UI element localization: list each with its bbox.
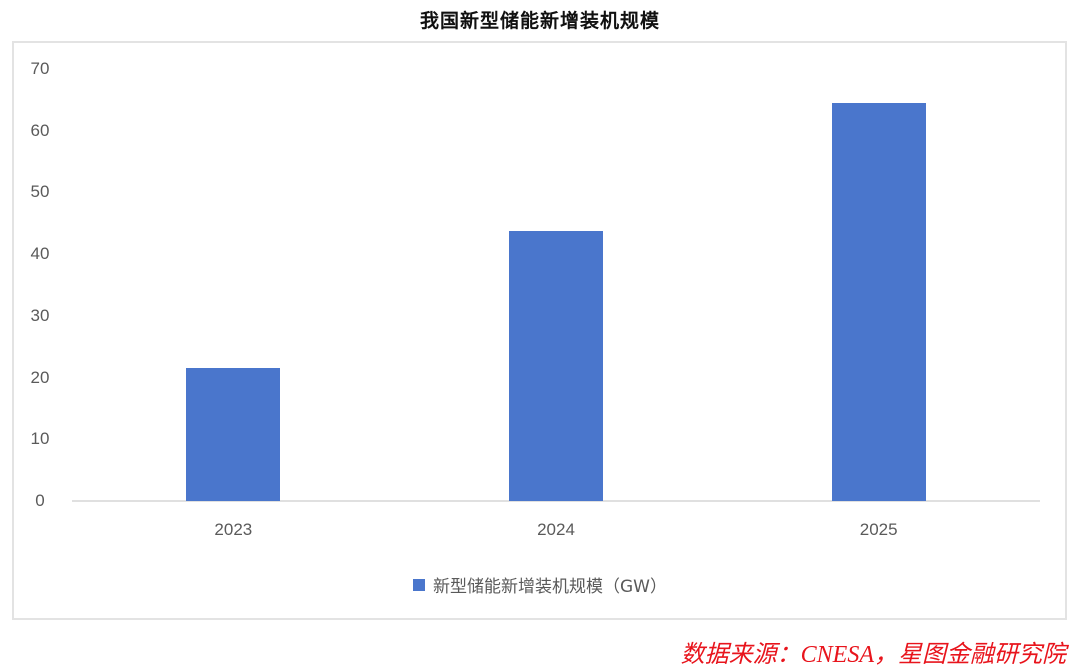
legend-swatch	[413, 578, 425, 591]
x-tick-label: 2025	[859, 520, 898, 539]
y-tick-label: 70	[30, 59, 50, 78]
bar-2025	[831, 102, 926, 501]
bar-2024	[509, 231, 603, 501]
x-tick-label: 2024	[537, 520, 575, 539]
source-note: 数据来源：CNESA，星图金融研究院	[680, 642, 1066, 668]
x-tick-label: 2023	[214, 520, 253, 539]
y-tick-label: 40	[30, 244, 50, 264]
chart-title: 我国新型储能新增装机规模	[419, 10, 660, 32]
y-tick-label: 30	[30, 305, 50, 325]
y-tick-label: 60	[30, 120, 50, 140]
y-tick-label: 50	[30, 182, 50, 202]
legend: 新型储能新增装机规模（GW）	[0, 572, 1080, 597]
y-tick-label: 0	[35, 491, 45, 510]
y-tick-label: 20	[30, 367, 50, 387]
chart-frame	[12, 41, 1067, 620]
x-axis-line	[72, 500, 1040, 502]
legend-label: 新型储能新增装机规模（GW）	[433, 577, 667, 597]
y-tick-label: 10	[30, 429, 50, 449]
bar-2023	[186, 368, 281, 501]
